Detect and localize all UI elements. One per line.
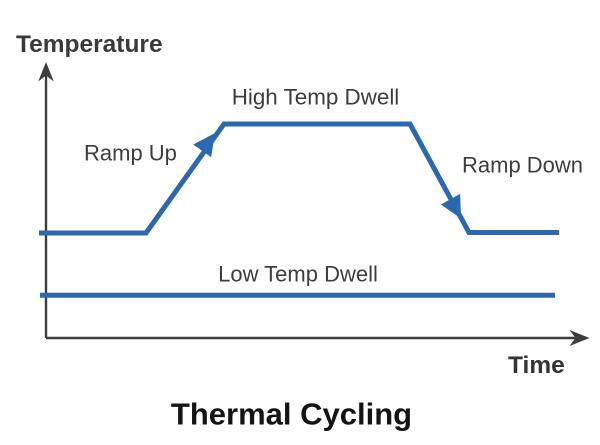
svg-text:Temperature: Temperature — [16, 31, 163, 58]
svg-text:Time: Time — [508, 352, 565, 379]
svg-text:Ramp Down: Ramp Down — [462, 153, 583, 178]
svg-text:Ramp Up: Ramp Up — [84, 141, 177, 166]
svg-text:Thermal Cycling: Thermal Cycling — [171, 397, 412, 432]
svg-text:High Temp Dwell: High Temp Dwell — [232, 85, 400, 110]
svg-text:Low Temp Dwell: Low Temp Dwell — [218, 262, 378, 287]
